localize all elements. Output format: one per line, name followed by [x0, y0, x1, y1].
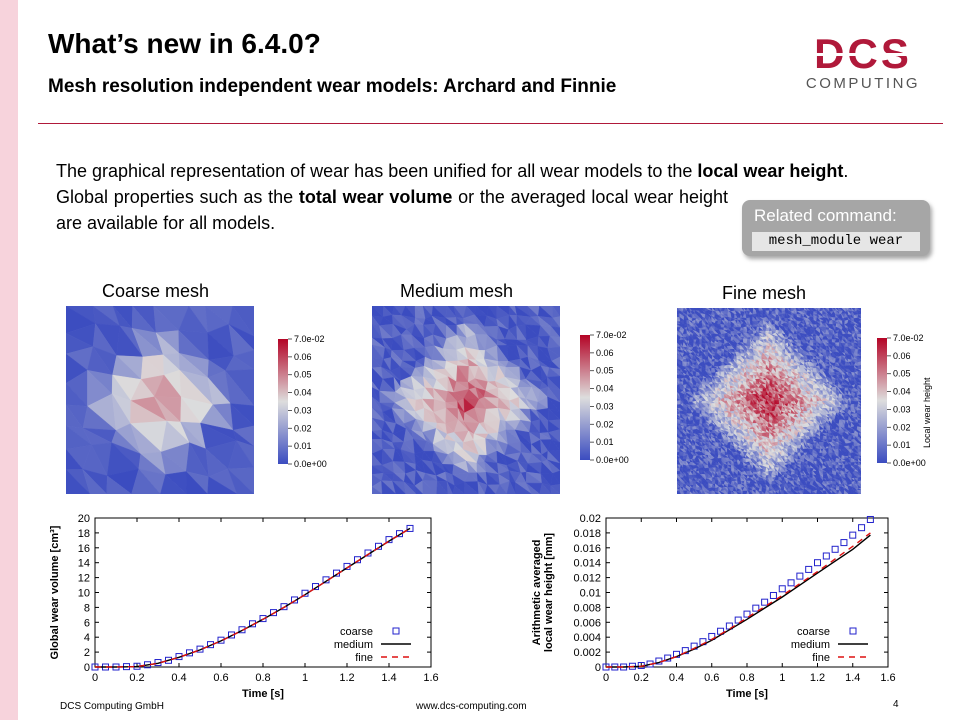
mesh-cell	[66, 469, 91, 494]
mesh-cell	[514, 482, 532, 494]
mesh-cell	[381, 480, 397, 494]
mesh-cell	[436, 480, 449, 494]
dcs-computing-logo: DCS COMPUTING	[788, 34, 938, 92]
mesh-cell	[550, 485, 560, 494]
title-divider	[38, 123, 943, 124]
mesh-cell	[539, 482, 552, 494]
intro-paragraph-2: Global properties such as the total wear…	[56, 187, 728, 233]
related-command-code: mesh_module wear	[752, 232, 920, 251]
mesh-cell	[414, 485, 424, 494]
intro-paragraph-1: The graphical representation of wear has…	[56, 161, 849, 181]
fine-mesh-label: Fine mesh	[722, 283, 807, 303]
mesh-cell	[392, 480, 406, 494]
mesh-cell	[464, 481, 480, 494]
intro-text: The graphical representation of wear has…	[56, 158, 868, 236]
fine-mesh-wear-map	[677, 308, 861, 494]
mesh-cell	[452, 485, 466, 494]
mesh-cell	[185, 470, 208, 494]
coarse-mesh-wear-map	[66, 306, 254, 494]
coarse-mesh-label: Coarse mesh	[102, 281, 210, 301]
mesh-cell	[82, 469, 107, 494]
mesh-cell	[372, 486, 383, 494]
medium-mesh-label: Medium mesh	[400, 281, 514, 301]
mesh-cell	[227, 468, 254, 494]
mesh-cell	[495, 484, 508, 494]
mesh-cell	[160, 474, 187, 494]
mesh-cell	[446, 481, 453, 494]
mesh-cell	[484, 484, 496, 494]
left-accent-strip	[0, 0, 18, 720]
medium-mesh-wear-map	[372, 306, 560, 494]
mesh-cell	[131, 468, 161, 494]
logo-tagline: COMPUTING	[806, 75, 920, 92]
mesh-cell	[207, 476, 238, 494]
slide-subtitle: Mesh resolution independent wear models:…	[48, 76, 617, 97]
related-command-title: Related command:	[754, 206, 897, 225]
mesh-cell	[106, 475, 132, 494]
mesh-cell	[422, 480, 437, 494]
mesh-cell	[403, 481, 417, 494]
related-command-box: Related command: mesh_module wear	[742, 200, 930, 256]
mesh-cell	[526, 482, 541, 494]
mesh-cell	[506, 480, 516, 494]
mesh-cell	[477, 481, 486, 494]
slide-title: What’s new in 6.4.0?	[48, 28, 321, 59]
